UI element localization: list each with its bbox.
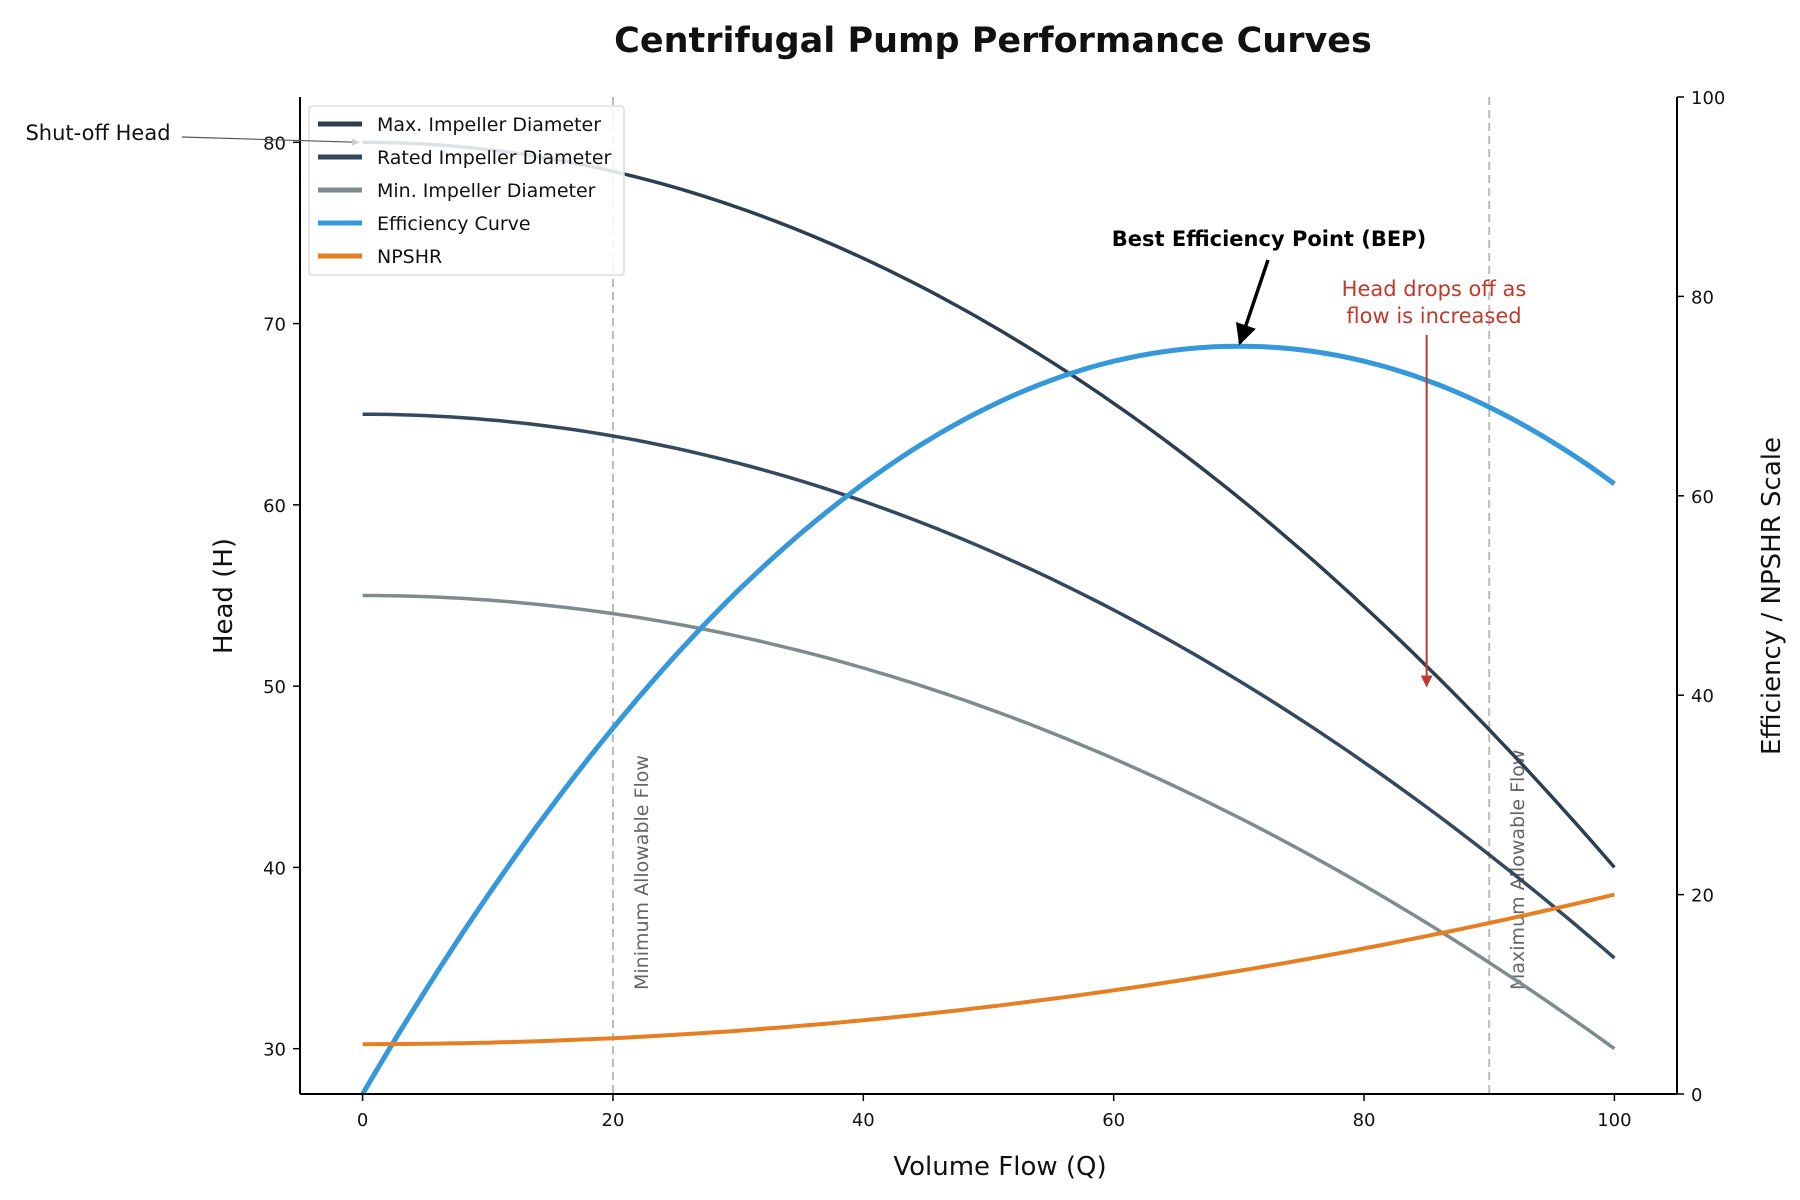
y-axis-label: Head (H) xyxy=(209,538,239,654)
vertical-line-label: Maximum Allowable Flow xyxy=(1507,750,1529,990)
y-tick-label: 60 xyxy=(263,496,286,517)
legend-entry: Min. Impeller Diameter xyxy=(377,180,596,202)
legend-box xyxy=(308,105,625,276)
vertical-line-label: Minimum Allowable Flow xyxy=(631,755,653,990)
y-tick-label: 30 xyxy=(263,1040,286,1061)
y-right-tick-label: 40 xyxy=(1691,686,1714,707)
series-line-rated-impeller-diameter xyxy=(362,412,1616,960)
legend-entry: Rated Impeller Diameter xyxy=(377,147,612,169)
x-axis-label: Volume Flow (Q) xyxy=(893,1152,1106,1182)
x-tick-label: 40 xyxy=(852,1110,875,1131)
x-tick-label: 80 xyxy=(1353,1110,1376,1131)
y-right-tick-label: 20 xyxy=(1691,886,1714,907)
y-right-tick-label: 80 xyxy=(1691,287,1714,308)
chart-title: Centrifugal Pump Performance Curves xyxy=(614,21,1372,61)
y-axis-right-label: Efficiency / NPSHR Scale xyxy=(1757,437,1787,755)
y-tick-label: 80 xyxy=(263,133,286,154)
series-line-efficiency-curve xyxy=(360,343,1616,1096)
y-right-tick-label: 100 xyxy=(1691,88,1725,109)
series-line-min-impeller-diameter xyxy=(362,593,1616,1051)
x-tick-label: 100 xyxy=(1597,1110,1631,1131)
x-tick-label: 60 xyxy=(1102,1110,1125,1131)
head-drop-annotation-line: flow is increased xyxy=(1346,304,1521,328)
series-line-npshr xyxy=(362,892,1615,1047)
legend-entry: Max. Impeller Diameter xyxy=(377,114,601,136)
head-drop-annotation-line: Head drops off as xyxy=(1342,277,1527,301)
shutoff-head-arrow xyxy=(181,136,360,146)
bep-arrow xyxy=(1235,259,1270,346)
x-tick-label: 20 xyxy=(602,1110,625,1131)
y-right-tick-label: 60 xyxy=(1691,487,1714,508)
legend-entry: NPSHR xyxy=(377,246,442,268)
x-tick-label: 0 xyxy=(357,1110,368,1131)
y-tick-label: 40 xyxy=(263,858,286,879)
y-right-tick-label: 0 xyxy=(1691,1085,1702,1106)
y-tick-label: 70 xyxy=(263,315,286,336)
legend-entry: Efficiency Curve xyxy=(377,213,531,235)
bep-annotation: Best Efficiency Point (BEP) xyxy=(1112,227,1426,251)
y-tick-label: 50 xyxy=(263,677,286,698)
legend: Max. Impeller Diameter Rated Impeller Dia… xyxy=(308,105,625,276)
shutoff-head-annotation: Shut-off Head xyxy=(25,121,170,145)
